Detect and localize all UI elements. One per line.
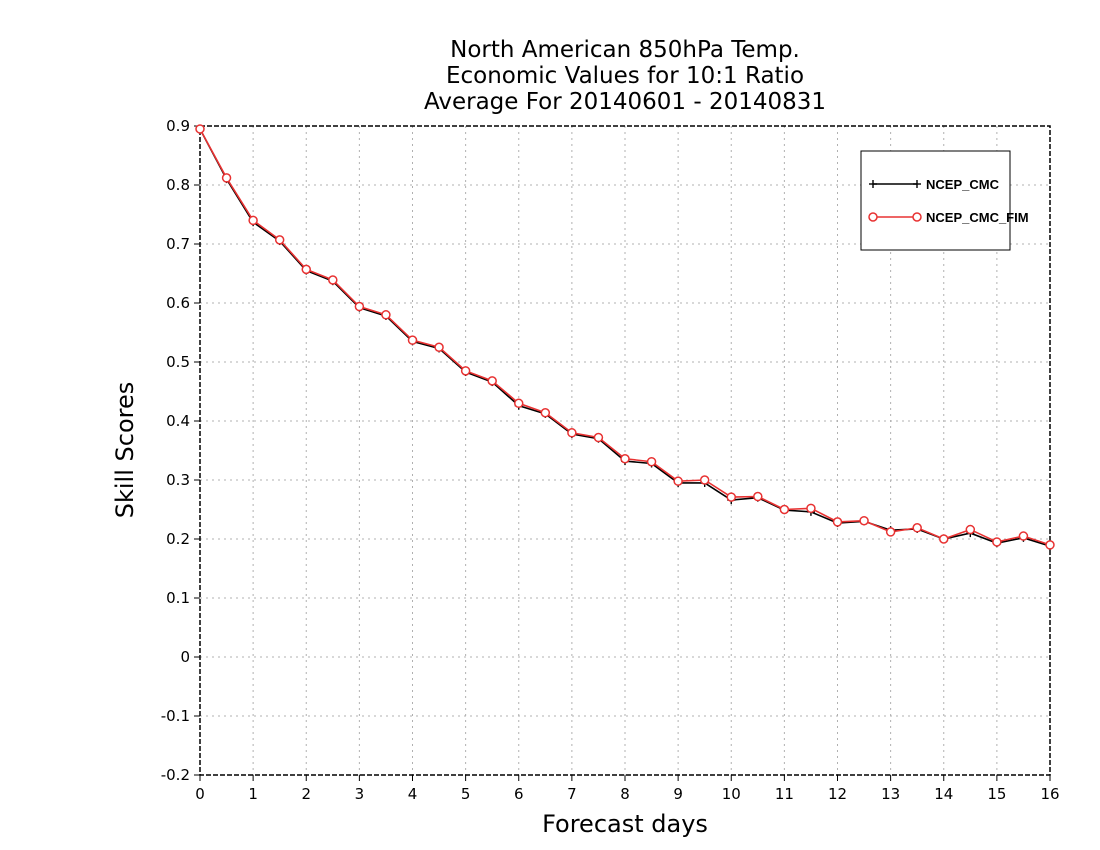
y-tick-label: 0.4 (166, 412, 190, 430)
x-tick-label: 13 (881, 785, 900, 803)
data-point (779, 504, 790, 515)
y-tick-label: 0.3 (166, 471, 190, 489)
data-point (407, 335, 418, 345)
data-point (540, 407, 551, 418)
legend-box (860, 150, 1011, 251)
legend: NCEP_CMC NCEP_CMC_FIM (860, 150, 1029, 251)
data-point (195, 124, 205, 134)
plot-frame (199, 125, 1051, 776)
data-point (354, 301, 365, 312)
x-tick-label: 9 (673, 785, 683, 803)
data-point (1045, 540, 1055, 550)
x-tick-label: 15 (987, 785, 1006, 803)
data-point (487, 376, 497, 386)
data-point (328, 275, 338, 285)
x-tick-label: 0 (195, 785, 205, 803)
x-tick-label: 4 (408, 785, 418, 803)
y-tick-label: 0.5 (166, 353, 190, 371)
data-point (939, 534, 949, 544)
legend-marker (868, 212, 878, 222)
x-tick-label: 8 (620, 785, 630, 803)
data-point (434, 342, 444, 352)
y-tick-label: -0.1 (161, 707, 190, 725)
legend-label: NCEP_CMC_FIM (926, 210, 1029, 225)
data-point (620, 454, 630, 464)
chart-title-line-1: North American 850hPa Temp. (450, 37, 800, 63)
data-point (859, 515, 869, 526)
y-tick-label: 0.8 (166, 176, 190, 194)
x-tick-label: 6 (514, 785, 524, 803)
series-layer (195, 124, 1055, 551)
y-tick-label: -0.2 (161, 766, 190, 784)
data-point (460, 366, 471, 376)
y-axis-label: Skill Scores (111, 381, 139, 519)
x-tick-label: 12 (828, 785, 847, 803)
x-tick-label: 16 (1040, 785, 1059, 803)
data-point (753, 491, 763, 502)
data-point (593, 432, 604, 443)
data-point (301, 264, 311, 275)
data-point (699, 475, 710, 485)
data-point (1018, 531, 1029, 541)
data-point (248, 215, 258, 226)
data-point (832, 517, 843, 527)
y-tick-label: 0 (180, 648, 190, 666)
x-tick-label: 14 (934, 785, 953, 803)
data-point (992, 537, 1002, 547)
series-ncep-cmc-fim (195, 124, 1055, 550)
data-point (726, 492, 736, 502)
data-point (965, 524, 976, 535)
y-tick-label: 0.9 (166, 117, 190, 135)
y-tick-label: 0.1 (166, 589, 190, 607)
data-point (673, 476, 683, 486)
x-tick-label: 2 (301, 785, 311, 803)
x-tick-label: 3 (355, 785, 365, 803)
data-point (221, 173, 232, 183)
data-point (274, 235, 285, 245)
y-tick-label: 0.2 (166, 530, 190, 548)
y-tick-label: 0.7 (166, 235, 190, 253)
data-point (514, 398, 524, 409)
data-point (567, 428, 577, 438)
y-tick-label: 0.6 (166, 294, 190, 312)
data-point (806, 503, 816, 514)
x-tick-label: 5 (461, 785, 471, 803)
x-tick-label: 10 (722, 785, 741, 803)
legend-entry: NCEP_CMC_FIM (868, 210, 1029, 225)
legend-marker (912, 212, 922, 222)
chart-title-line-3: Average For 20140601 - 20140831 (423, 89, 827, 115)
chart-title-line-2: Economic Values for 10:1 Ratio (445, 63, 805, 89)
x-tick-label: 11 (775, 785, 794, 803)
x-tick-label: 1 (248, 785, 258, 803)
data-point (912, 523, 922, 533)
data-point (381, 310, 391, 320)
axis-ticks: 0 1 2 3 4 5 6 7 8 9 10 11 12 13 14 15 16-0.2-0.100.10.20… (161, 117, 1060, 803)
x-axis-label: Forecast days (542, 810, 708, 838)
data-point (885, 527, 896, 537)
x-tick-label: 7 (567, 785, 577, 803)
data-point (646, 456, 657, 467)
legend-entry: NCEP_CMC (869, 177, 1000, 192)
legend-label: NCEP_CMC (926, 177, 1000, 192)
